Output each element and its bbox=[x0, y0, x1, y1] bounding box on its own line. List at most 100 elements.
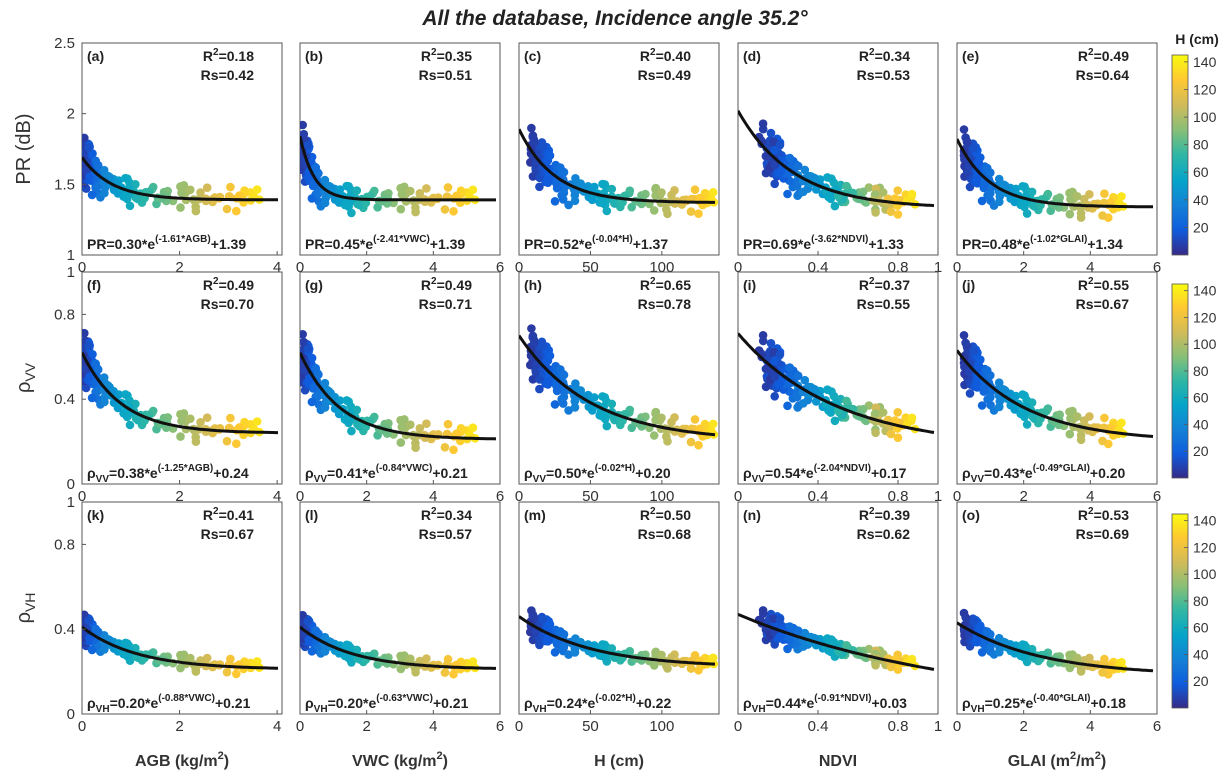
scatter-point bbox=[982, 627, 992, 636]
scatter-point bbox=[320, 198, 330, 208]
scatter-point bbox=[543, 176, 553, 185]
x-tick-label: 0.8 bbox=[888, 488, 909, 505]
r2-exponent: 2 bbox=[1088, 276, 1094, 287]
scatter-point bbox=[176, 410, 185, 419]
scatter-point bbox=[657, 650, 666, 660]
scatter-point bbox=[995, 197, 1004, 207]
x-tick-label: 0 bbox=[953, 718, 961, 735]
r2-number: =0.40 bbox=[656, 48, 692, 64]
x-axis-label: NDVI bbox=[819, 753, 857, 770]
r2-exponent: 2 bbox=[869, 47, 875, 58]
scatter-point bbox=[1076, 213, 1086, 222]
plot-area bbox=[737, 501, 939, 715]
scatter-point bbox=[535, 182, 544, 192]
equation-offset: +1.37 bbox=[633, 236, 669, 252]
r2-symbol: R bbox=[1078, 507, 1088, 523]
scatter-point bbox=[342, 200, 352, 210]
scatter-point bbox=[793, 626, 803, 635]
rs-value: Rs=0.55 bbox=[857, 296, 911, 312]
equation-lhs: PR=0.45*e bbox=[305, 236, 373, 252]
panel-o: 0 2 4 6(o) R2=0.53Rs=0.69ρVH=0.25*e(-0.40*GL… bbox=[953, 501, 1161, 735]
colorbar-1: 20 40 60 80 100 120 140 bbox=[1171, 54, 1217, 256]
colorbar-title: H (cm) bbox=[1175, 31, 1219, 47]
scatter-point bbox=[806, 172, 816, 181]
scatter-point bbox=[886, 662, 896, 672]
scatter-point bbox=[100, 397, 109, 407]
scatter-point bbox=[202, 413, 212, 423]
scatter-point bbox=[1100, 413, 1109, 423]
scatter-point bbox=[792, 181, 802, 191]
scatter-point bbox=[125, 201, 135, 211]
equation-exponent: (-3.62*NDVI) bbox=[811, 234, 868, 245]
x-label-main: GLAI (m bbox=[1008, 753, 1070, 770]
rs-value: Rs=0.71 bbox=[419, 296, 473, 312]
scatter-point bbox=[342, 640, 352, 650]
r2-number: =0.35 bbox=[437, 48, 473, 64]
scatter-point bbox=[1079, 416, 1089, 425]
scatter-point bbox=[649, 431, 659, 440]
scatter-point bbox=[597, 411, 607, 421]
scatter-point bbox=[610, 415, 619, 425]
scatter-point bbox=[556, 627, 565, 636]
fit-equation: ρVV=0.43*e(-0.49*GLAI)+0.20 bbox=[962, 463, 1126, 485]
scatter-point bbox=[411, 207, 420, 217]
scatter-point bbox=[893, 186, 902, 195]
plot-marks bbox=[738, 606, 935, 674]
x-axis-label: GLAI (m2/m2) bbox=[1008, 750, 1106, 770]
scatter-point bbox=[785, 153, 795, 163]
scatter-point bbox=[1018, 651, 1027, 661]
equation-lhs: ρ bbox=[524, 465, 533, 481]
scatter-point bbox=[1098, 436, 1107, 446]
scatter-point bbox=[1022, 209, 1032, 218]
y-tick-label: 1.5 bbox=[54, 176, 75, 193]
scatter-point bbox=[986, 642, 995, 652]
scatter-point bbox=[1065, 663, 1075, 673]
scatter-point bbox=[303, 344, 313, 354]
scatter-point bbox=[598, 392, 607, 401]
equation-lhs: ρ bbox=[305, 465, 314, 481]
colorbar-tick-label: 80 bbox=[1193, 137, 1209, 153]
scatter-point bbox=[649, 661, 659, 670]
scatter-point bbox=[1098, 668, 1107, 677]
scatter-point bbox=[531, 367, 541, 377]
panel-label: (e) bbox=[962, 48, 979, 64]
scatter-point bbox=[775, 350, 785, 359]
scatter-point bbox=[311, 626, 321, 635]
scatter-point bbox=[559, 642, 569, 652]
equation-lhs: ρ bbox=[524, 695, 533, 711]
x-tick-label: 4 bbox=[1086, 718, 1094, 735]
equation-lhs: ρ bbox=[743, 465, 752, 481]
scatter-point bbox=[121, 410, 130, 419]
scatter-point bbox=[783, 644, 792, 654]
equation-exponent: (-1.02*GLAI) bbox=[1030, 234, 1087, 245]
r2-exponent: 2 bbox=[650, 506, 656, 517]
scatter-point bbox=[959, 331, 969, 340]
rs-value: Rs=0.42 bbox=[201, 67, 255, 83]
scatter-point bbox=[775, 632, 784, 642]
y-label-subscript: VV bbox=[22, 362, 38, 381]
fit-equation: ρVV=0.38*e(-1.25*AGB)+0.24 bbox=[87, 463, 249, 485]
x-label-after: /m bbox=[1076, 753, 1095, 770]
fit-equation: ρVH=0.25*e(-0.40*GLAI)+0.18 bbox=[962, 693, 1126, 715]
plot-marks bbox=[957, 608, 1154, 679]
scatter-point bbox=[303, 617, 313, 626]
scatter-point bbox=[1072, 412, 1082, 421]
y-tick-label: 2.5 bbox=[54, 35, 75, 52]
plot-area bbox=[299, 271, 501, 485]
scatter-point bbox=[82, 383, 91, 393]
scatter-point bbox=[252, 417, 262, 426]
r2-symbol: R bbox=[203, 277, 213, 293]
r2-value: R2=0.49 bbox=[1078, 47, 1129, 64]
scatter-point bbox=[825, 192, 835, 202]
scatter-point bbox=[607, 399, 617, 409]
scatter-point bbox=[538, 341, 547, 351]
scatter-point bbox=[969, 616, 978, 626]
colorbar-tick-label: 100 bbox=[1193, 109, 1217, 125]
scatter-point bbox=[960, 380, 969, 390]
colorbar-tick-label: 60 bbox=[1193, 390, 1209, 406]
scatter-point bbox=[191, 667, 201, 676]
fit-curve bbox=[300, 351, 497, 441]
x-tick-label: 2 bbox=[1019, 718, 1027, 735]
scatter-point bbox=[690, 415, 700, 424]
x-tick-label: 1 bbox=[934, 488, 942, 505]
